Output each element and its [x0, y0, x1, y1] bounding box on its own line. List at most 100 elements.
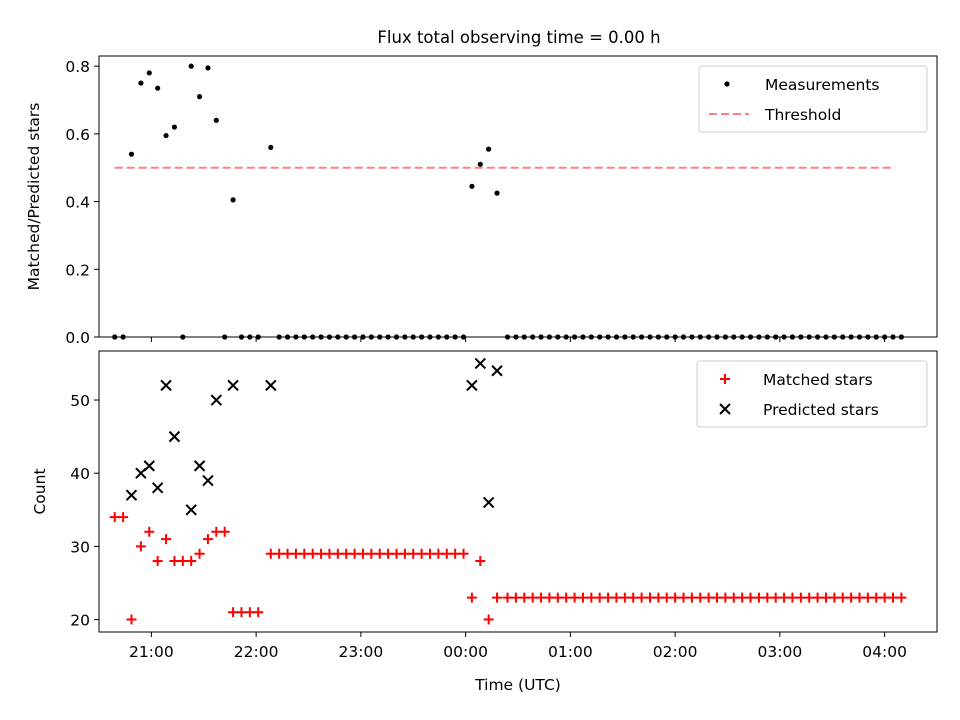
data-point [536, 592, 547, 603]
data-point [171, 124, 178, 130]
data-point [856, 334, 863, 340]
y-tick-label: 0.2 [65, 261, 90, 279]
data-point [452, 334, 458, 340]
y-axis-label: Count [31, 468, 49, 514]
data-point [697, 334, 703, 340]
data-point [513, 334, 519, 340]
data-point [238, 334, 245, 340]
data-point [664, 334, 670, 340]
axes-frame-count [98, 350, 938, 633]
series-predicted-stars [125, 357, 503, 516]
data-point [770, 592, 781, 603]
data-point [301, 334, 307, 340]
data-point [146, 70, 152, 76]
data-point [491, 365, 503, 377]
data-point [341, 548, 352, 559]
data-point [712, 592, 723, 603]
legend-label: Measurements [765, 76, 880, 94]
data-point [510, 592, 521, 603]
data-point [118, 512, 129, 523]
data-point [795, 592, 806, 603]
data-point [594, 592, 605, 603]
data-point [680, 334, 687, 340]
x-tick-label: 02:00 [653, 643, 698, 661]
data-point [686, 592, 697, 603]
data-point [483, 614, 494, 625]
y-tick-label: 0.8 [65, 58, 90, 76]
data-point [555, 334, 561, 340]
data-point [848, 334, 854, 340]
data-point [561, 592, 572, 603]
data-point [762, 592, 773, 603]
x-tick-label: 01:00 [548, 643, 593, 661]
data-point [605, 334, 611, 340]
data-point [569, 592, 580, 603]
y-tick-label: 0.4 [65, 194, 90, 212]
data-point [619, 592, 630, 603]
data-point [391, 548, 402, 559]
data-point [360, 334, 366, 340]
data-point [530, 334, 536, 340]
data-point [846, 592, 857, 603]
data-point [653, 592, 664, 603]
x-tick-label: 03:00 [758, 643, 803, 661]
data-point [492, 592, 503, 603]
data-point [773, 334, 779, 340]
data-point [408, 548, 419, 559]
data-point [374, 548, 385, 559]
data-point [205, 65, 211, 71]
legend-box [698, 65, 928, 133]
legend-label: Predicted stars [763, 401, 879, 419]
data-point [318, 334, 324, 340]
data-point [377, 334, 383, 340]
data-point [482, 496, 495, 509]
data-point [349, 548, 360, 559]
data-point [416, 548, 427, 559]
data-point [586, 592, 597, 603]
data-point [879, 592, 890, 603]
data-point [636, 592, 647, 603]
data-point [563, 334, 569, 340]
data-point [466, 592, 477, 603]
legend-label: Matched stars [763, 371, 873, 389]
data-point [837, 592, 848, 603]
data-point [779, 592, 790, 603]
data-point [351, 334, 358, 340]
y-tick-label: 0.0 [65, 329, 90, 347]
data-point [613, 334, 620, 340]
data-point [655, 334, 661, 340]
data-point [213, 117, 219, 123]
data-point [210, 394, 223, 406]
y-tick-label: 30 [70, 538, 90, 556]
data-point [577, 592, 588, 603]
data-point [138, 80, 144, 86]
data-point [840, 334, 846, 340]
y-axis-label: Matched/Predicted stars [25, 103, 43, 291]
data-point [410, 334, 416, 340]
data-point [639, 334, 645, 340]
data-point [425, 548, 436, 559]
data-point [274, 548, 285, 559]
data-point [527, 592, 538, 603]
data-point [873, 334, 879, 340]
data-point [244, 607, 255, 618]
data-point [603, 592, 614, 603]
data-point [519, 592, 530, 603]
data-point [477, 161, 483, 167]
data-point [219, 526, 230, 537]
data-point [820, 592, 831, 603]
data-point [427, 334, 433, 340]
data-point [753, 592, 764, 603]
data-point [135, 541, 146, 552]
legend-box [696, 360, 928, 428]
data-point [163, 132, 169, 139]
data-point [185, 504, 197, 516]
data-point [703, 592, 714, 603]
data-point [544, 592, 555, 603]
data-point [236, 607, 247, 618]
data-point [151, 482, 164, 494]
series-measurements [112, 63, 904, 340]
chart-title: Flux total observing time = 0.00 h [377, 28, 660, 47]
data-point [307, 548, 318, 559]
data-point [293, 334, 299, 340]
